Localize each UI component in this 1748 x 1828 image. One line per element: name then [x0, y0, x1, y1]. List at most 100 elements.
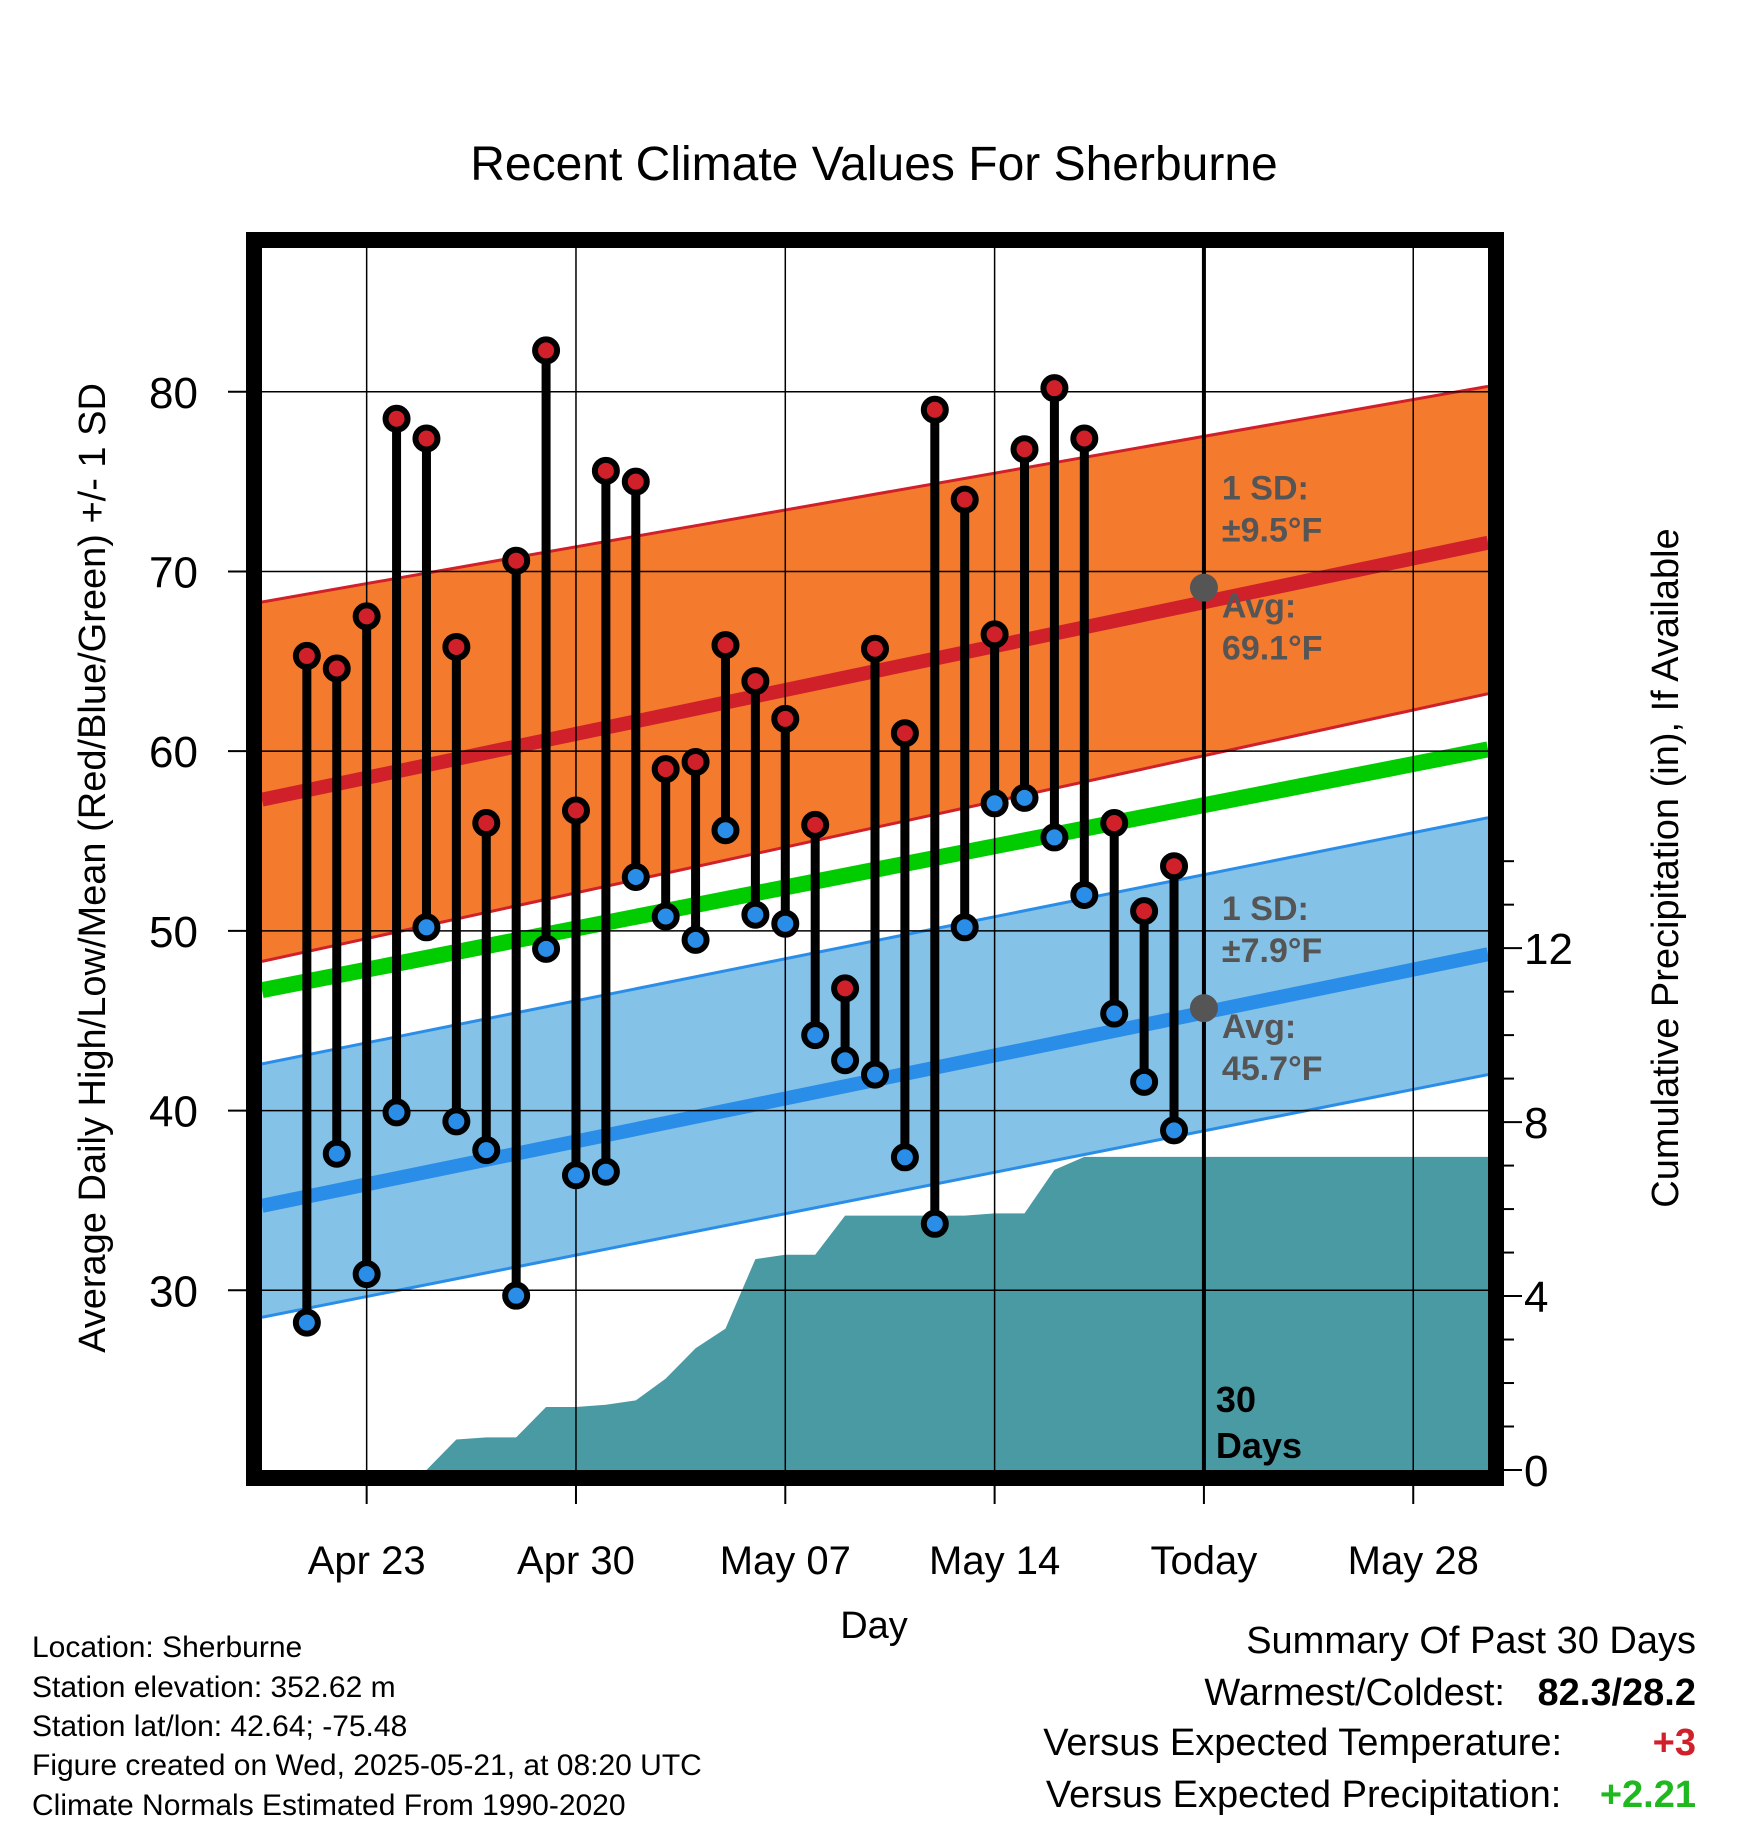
y2-tick-label: 0 [1524, 1447, 1548, 1496]
precip-row: Versus Expected Precipitation: +2.21 [1046, 1774, 1696, 1817]
low-annotation-line: 45.7°F [1222, 1050, 1323, 1088]
high-annotation-line: 1 SD: [1222, 470, 1309, 508]
low-annotation-line: ±7.9°F [1222, 932, 1322, 970]
warm-cold-row: Warmest/Coldest: 82.3/28.2 [1204, 1672, 1696, 1715]
normals-text: Climate Normals Estimated From 1990-2020 [32, 1789, 626, 1822]
x-axis-label: Day [840, 1605, 908, 1647]
location-text: Location: Sherburne [32, 1631, 303, 1664]
warm-cold-label: Warmest/Coldest: [1204, 1672, 1505, 1714]
high-temp-point [831, 974, 860, 1003]
high-temp-point [801, 810, 830, 839]
low-temp-point [980, 789, 1009, 818]
y-tick-label: 80 [149, 369, 198, 418]
low-temp-point [442, 1107, 471, 1136]
x-tick-label: Today [1151, 1539, 1258, 1583]
low-temp-point [532, 934, 561, 963]
low-temp-point [591, 1157, 620, 1186]
y-tick-label: 70 [149, 548, 198, 597]
high-temp-point [621, 467, 650, 496]
precip-label: Versus Expected Precipitation: [1045, 1774, 1562, 1816]
plot-frame [246, 232, 1504, 1486]
low-temp-point [472, 1136, 501, 1165]
high-temp-point [651, 755, 680, 784]
high-temp-point [950, 485, 979, 514]
low-annotation-line: Avg: [1222, 1008, 1296, 1046]
high-temp-point [1010, 435, 1039, 464]
low-temp-point [1010, 783, 1039, 812]
low-temp-point [741, 900, 770, 929]
high-temp-point [771, 704, 800, 733]
high-temp-point [1070, 424, 1099, 453]
low-temp-point [920, 1209, 949, 1238]
x-tick-label: May 07 [720, 1539, 851, 1583]
low-temp-point [890, 1143, 919, 1172]
low-temp-point [621, 862, 650, 891]
temp-label: Versus Expected Temperature: [1043, 1722, 1563, 1764]
precipitation-area [262, 1156, 1488, 1470]
high-temp-point [1100, 809, 1129, 838]
chart-title: Recent Climate Values For Sherburne [470, 138, 1278, 191]
high-temp-point [861, 634, 889, 663]
low-temp-point [502, 1281, 531, 1310]
x-tick-label: May 14 [929, 1539, 1060, 1583]
low-temp-point [861, 1060, 889, 1089]
y2-tick-label: 4 [1524, 1273, 1548, 1322]
high-temp-point [442, 632, 471, 661]
high-today-marker [1189, 573, 1218, 602]
elevation-text: Station elevation: 352.62 m [32, 1671, 396, 1704]
high-temp-point [322, 654, 351, 683]
low-temp-point [412, 913, 441, 942]
days-window-label: 30 [1216, 1379, 1256, 1420]
temp-value: +3 [1652, 1722, 1696, 1764]
y-tick-label: 60 [149, 728, 198, 777]
y-tick-label: 30 [149, 1267, 198, 1316]
high-temp-point [1160, 852, 1189, 881]
y2-tick-label: 8 [1524, 1099, 1548, 1148]
created-text: Figure created on Wed, 2025-05-21, at 08… [32, 1749, 702, 1782]
high-temp-point [591, 456, 620, 485]
low-temp-point [292, 1308, 321, 1337]
high-annotation-line: ±9.5°F [1222, 512, 1322, 550]
x-tick-label: May 28 [1348, 1539, 1479, 1583]
high-annotation-line: Avg: [1222, 588, 1296, 626]
high-annotation-line: 69.1°F [1222, 630, 1323, 668]
low-temp-point [561, 1161, 590, 1190]
days-window-label: Days [1216, 1425, 1302, 1466]
high-temp-point [502, 546, 531, 575]
high-temp-point [711, 631, 740, 660]
y2-axis-label: Cumulative Precipitation (in), If Availa… [1645, 528, 1687, 1207]
high-temp-point [681, 747, 710, 776]
low-temp-point [382, 1098, 411, 1127]
high-temp-point [980, 620, 1009, 649]
low-temp-point [950, 913, 979, 942]
summary-title: Summary Of Past 30 Days [1246, 1620, 1696, 1662]
high-sd-band-upper-edge [262, 384, 1488, 604]
low-temp-point [831, 1046, 860, 1075]
low-temp-point [651, 902, 680, 931]
warm-cold-value: 82.3/28.2 [1537, 1672, 1696, 1714]
precip-value: +2.21 [1599, 1774, 1696, 1816]
low-temp-point [681, 925, 710, 954]
high-temp-point [561, 796, 590, 825]
low-temp-point [1130, 1067, 1159, 1096]
y2-tick-label: 12 [1524, 925, 1573, 974]
high-temp-point [382, 404, 411, 433]
high-temp-point [472, 809, 501, 838]
y-tick-label: 50 [149, 908, 198, 957]
high-temp-point [741, 667, 770, 696]
x-tick-label: Apr 23 [308, 1539, 426, 1583]
high-temp-point [1040, 374, 1069, 403]
high-temp-point [1130, 897, 1159, 926]
low-sd-band-lower-edge [262, 1073, 1488, 1319]
low-temp-point [322, 1139, 351, 1168]
high-temp-point [352, 602, 381, 631]
high-temp-point [412, 424, 441, 453]
low-temp-point [352, 1260, 381, 1289]
low-temp-point [711, 816, 740, 845]
low-today-marker [1189, 994, 1218, 1023]
y-tick-label: 40 [149, 1088, 198, 1137]
high-temp-point [292, 641, 321, 670]
x-tick-label: Apr 30 [517, 1539, 635, 1583]
low-temp-point [1070, 880, 1099, 909]
high-temp-point [890, 719, 919, 748]
